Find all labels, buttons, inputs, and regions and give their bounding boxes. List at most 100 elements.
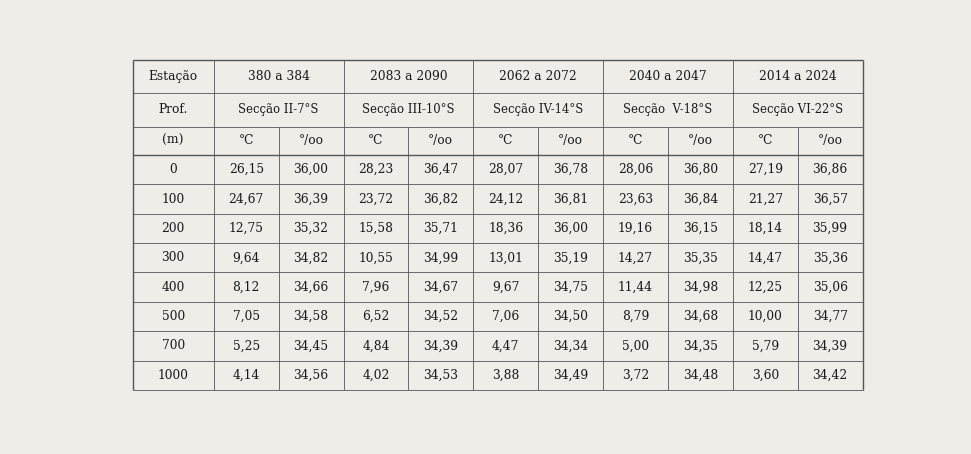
Text: 36,81: 36,81: [553, 192, 588, 206]
Text: 36,47: 36,47: [423, 163, 458, 176]
Text: °C: °C: [498, 134, 514, 147]
Text: 10,55: 10,55: [358, 252, 393, 264]
Text: 100: 100: [161, 192, 184, 206]
Text: 34,34: 34,34: [553, 340, 588, 352]
Text: 14,47: 14,47: [748, 252, 783, 264]
Text: Prof.: Prof.: [158, 104, 188, 116]
Text: 18,14: 18,14: [748, 222, 783, 235]
Text: 400: 400: [161, 281, 184, 294]
Text: (m): (m): [162, 134, 184, 147]
Text: 34,56: 34,56: [293, 369, 328, 382]
Text: 27,19: 27,19: [748, 163, 783, 176]
Text: 0: 0: [169, 163, 177, 176]
Text: 7,96: 7,96: [362, 281, 389, 294]
Text: °C: °C: [628, 134, 643, 147]
Text: 8,79: 8,79: [621, 310, 650, 323]
Text: 12,75: 12,75: [229, 222, 264, 235]
Text: 35,32: 35,32: [293, 222, 328, 235]
Text: 34,58: 34,58: [293, 310, 328, 323]
Text: 3,72: 3,72: [621, 369, 650, 382]
Text: 5,00: 5,00: [622, 340, 649, 352]
Text: 4,02: 4,02: [362, 369, 389, 382]
Text: °/oo: °/oo: [818, 134, 843, 147]
Text: 34,67: 34,67: [423, 281, 458, 294]
Text: 34,75: 34,75: [553, 281, 588, 294]
Text: 6,52: 6,52: [362, 310, 389, 323]
Text: 2040 a 2047: 2040 a 2047: [629, 70, 707, 83]
Text: 35,71: 35,71: [423, 222, 458, 235]
Text: 36,84: 36,84: [683, 192, 718, 206]
Text: 34,52: 34,52: [423, 310, 458, 323]
Text: 34,82: 34,82: [293, 252, 329, 264]
Text: 7,06: 7,06: [492, 310, 519, 323]
Text: Secção II-7°S: Secção II-7°S: [239, 104, 318, 116]
Text: 36,39: 36,39: [293, 192, 328, 206]
Text: Secção VI-22°S: Secção VI-22°S: [753, 104, 843, 116]
Text: 3,88: 3,88: [492, 369, 519, 382]
Text: 36,78: 36,78: [553, 163, 588, 176]
Text: 35,19: 35,19: [553, 252, 588, 264]
Text: 35,99: 35,99: [813, 222, 848, 235]
Text: 5,25: 5,25: [233, 340, 260, 352]
Text: 8,12: 8,12: [232, 281, 260, 294]
Text: 34,53: 34,53: [423, 369, 458, 382]
Text: Secção IV-14°S: Secção IV-14°S: [493, 104, 584, 116]
Text: 380 a 384: 380 a 384: [248, 70, 310, 83]
Text: 34,35: 34,35: [683, 340, 718, 352]
Text: 36,00: 36,00: [553, 222, 588, 235]
Text: 35,35: 35,35: [683, 252, 718, 264]
Text: 34,42: 34,42: [813, 369, 848, 382]
Text: 28,23: 28,23: [358, 163, 393, 176]
Text: °C: °C: [757, 134, 773, 147]
Text: 34,66: 34,66: [293, 281, 329, 294]
Text: 13,01: 13,01: [488, 252, 523, 264]
Text: 34,68: 34,68: [683, 310, 718, 323]
Text: 34,39: 34,39: [423, 340, 458, 352]
Text: 7,05: 7,05: [233, 310, 260, 323]
Text: 23,72: 23,72: [358, 192, 393, 206]
Text: °C: °C: [368, 134, 384, 147]
Text: 200: 200: [161, 222, 184, 235]
Text: 15,58: 15,58: [358, 222, 393, 235]
Text: 36,86: 36,86: [813, 163, 848, 176]
Text: 34,99: 34,99: [423, 252, 458, 264]
Text: 9,64: 9,64: [232, 252, 260, 264]
Text: 36,82: 36,82: [423, 192, 458, 206]
Text: 36,57: 36,57: [813, 192, 848, 206]
Text: 11,44: 11,44: [618, 281, 653, 294]
Text: 34,45: 34,45: [293, 340, 328, 352]
Text: 28,06: 28,06: [618, 163, 653, 176]
Text: 19,16: 19,16: [618, 222, 653, 235]
Text: °C: °C: [239, 134, 253, 147]
Text: 500: 500: [161, 310, 184, 323]
Text: 4,14: 4,14: [232, 369, 260, 382]
Text: 10,00: 10,00: [748, 310, 783, 323]
Text: 2062 a 2072: 2062 a 2072: [499, 70, 577, 83]
Text: 14,27: 14,27: [618, 252, 653, 264]
Text: 1000: 1000: [157, 369, 188, 382]
Text: °/oo: °/oo: [428, 134, 453, 147]
Text: Secção III-10°S: Secção III-10°S: [362, 104, 454, 116]
Text: 34,50: 34,50: [553, 310, 588, 323]
Text: 34,39: 34,39: [813, 340, 848, 352]
Text: 34,77: 34,77: [813, 310, 848, 323]
Text: 18,36: 18,36: [488, 222, 523, 235]
Text: 2014 a 2024: 2014 a 2024: [759, 70, 837, 83]
Text: 2083 a 2090: 2083 a 2090: [370, 70, 448, 83]
Text: 28,07: 28,07: [488, 163, 523, 176]
Text: 5,79: 5,79: [752, 340, 779, 352]
Text: °/oo: °/oo: [687, 134, 713, 147]
Text: 23,63: 23,63: [618, 192, 653, 206]
Text: 36,00: 36,00: [293, 163, 328, 176]
Text: 4,84: 4,84: [362, 340, 389, 352]
Text: 24,12: 24,12: [488, 192, 523, 206]
Text: 12,25: 12,25: [748, 281, 783, 294]
Text: Estação: Estação: [149, 70, 198, 83]
Text: 9,67: 9,67: [492, 281, 519, 294]
Text: 26,15: 26,15: [228, 163, 264, 176]
Text: °/oo: °/oo: [299, 134, 323, 147]
Text: 3,60: 3,60: [752, 369, 779, 382]
Text: 34,48: 34,48: [683, 369, 718, 382]
Text: 36,80: 36,80: [683, 163, 718, 176]
Text: 24,67: 24,67: [228, 192, 264, 206]
